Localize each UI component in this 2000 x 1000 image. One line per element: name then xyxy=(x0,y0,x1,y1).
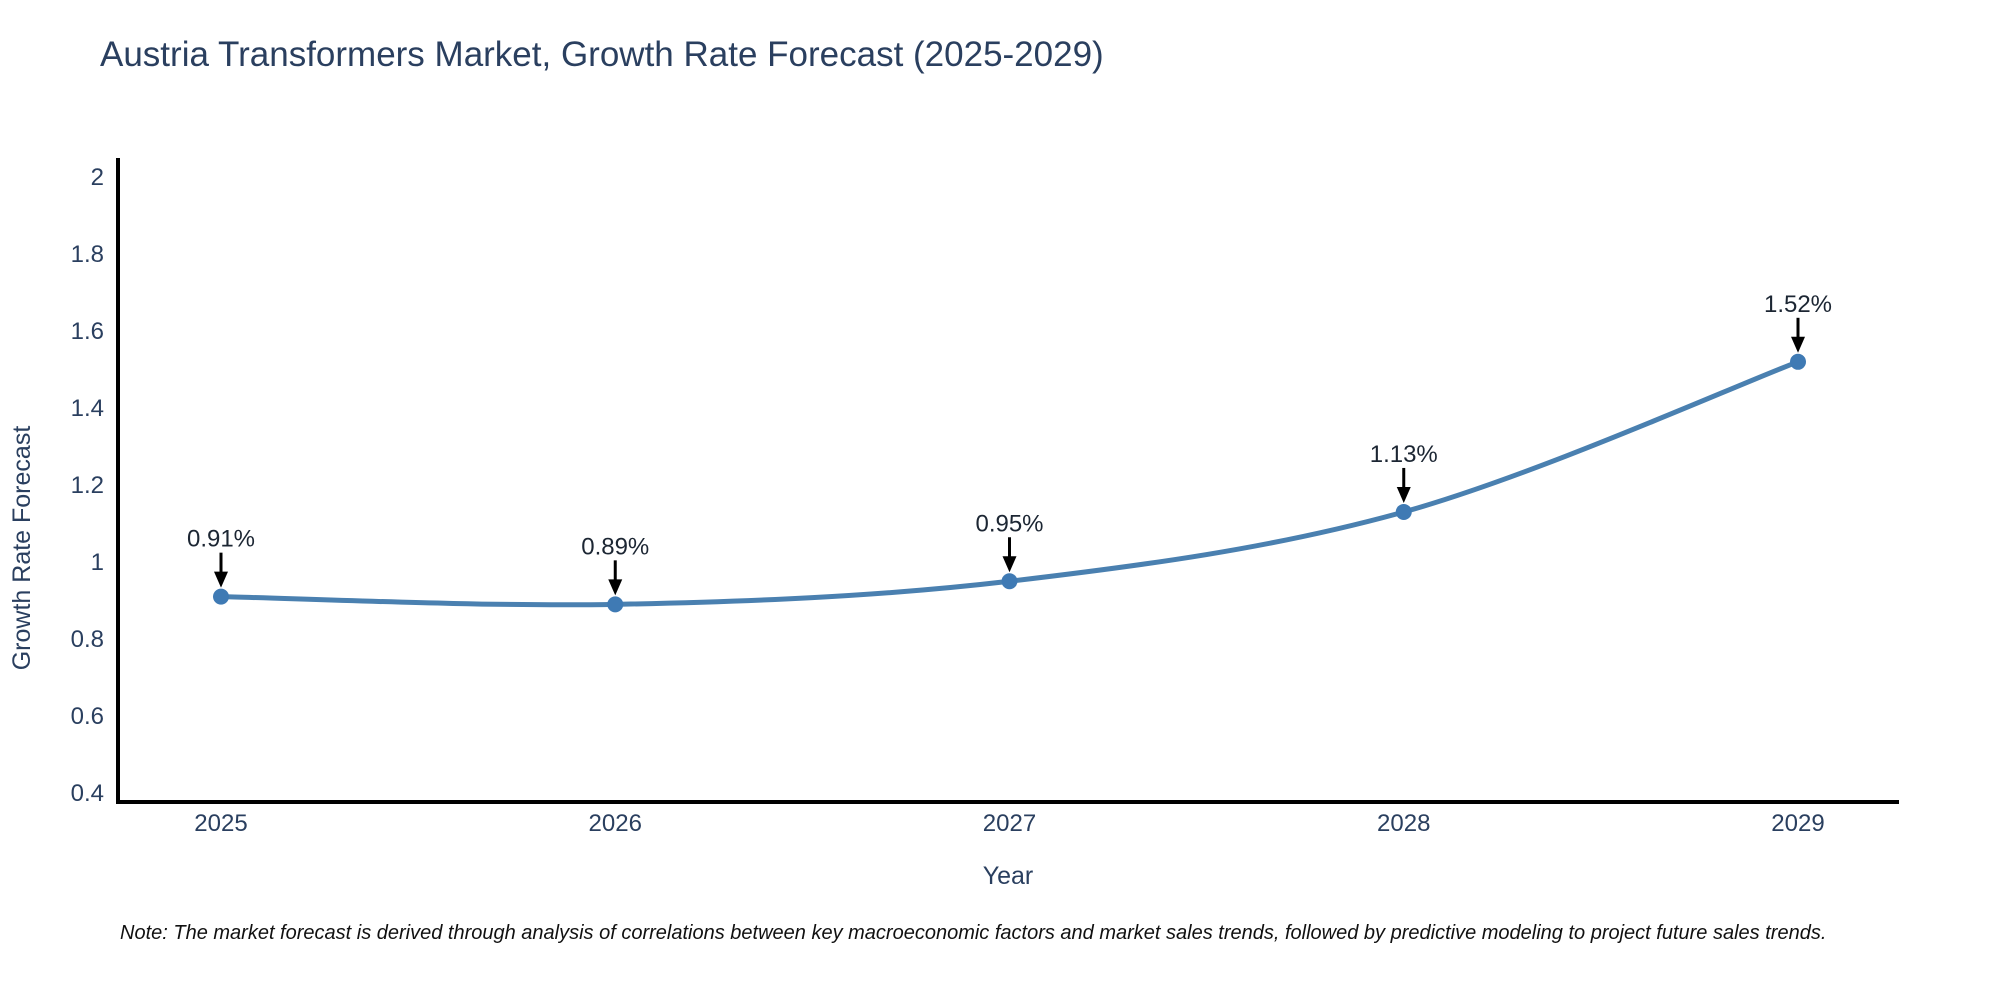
y-tick-label: 1.8 xyxy=(71,241,104,268)
annotation-2026: 0.89% xyxy=(581,533,649,596)
chart-footnote: Note: The market forecast is derived thr… xyxy=(120,922,1826,944)
y-tick-label: 0.6 xyxy=(71,703,104,730)
y-tick-label: 0.8 xyxy=(71,626,104,653)
data-point-2026[interactable] xyxy=(607,596,624,613)
annotation-arrowhead-icon xyxy=(1791,336,1805,353)
annotations-group: 0.91% 0.89% 0.95% 1.13% 1.52% xyxy=(187,291,1832,596)
data-point-2029[interactable] xyxy=(1790,353,1806,370)
annotation-arrowhead-icon xyxy=(608,579,623,596)
annotation-2025: 0.91% xyxy=(187,526,255,588)
y-tick-label: 0.4 xyxy=(71,780,104,807)
annotation-2028: 1.13% xyxy=(1370,441,1438,503)
annotation-2027: 0.95% xyxy=(975,510,1044,573)
y-axis-title: Growth Rate Forecast xyxy=(8,426,36,671)
data-point-2025[interactable] xyxy=(213,588,229,605)
x-tick-label: 2025 xyxy=(194,810,247,837)
annotation-2029: 1.52% xyxy=(1764,291,1832,353)
y-axis-tick-labels: 0.4 0.6 0.8 1 1.2 1.4 1.6 1.8 2 xyxy=(71,164,104,807)
point-value-label: 1.52% xyxy=(1764,291,1832,318)
y-tick-label: 2 xyxy=(91,164,104,191)
axis-lines xyxy=(116,158,1899,804)
y-tick-label: 1.6 xyxy=(71,318,104,345)
data-point-2027[interactable] xyxy=(1001,573,1018,590)
point-value-label: 0.95% xyxy=(975,510,1043,537)
point-value-label: 1.13% xyxy=(1370,441,1438,468)
y-tick-label: 1.4 xyxy=(71,395,104,422)
annotation-arrowhead-icon xyxy=(1002,556,1017,573)
y-tick-label: 1 xyxy=(91,549,104,576)
chart-title: Austria Transformers Market, Growth Rate… xyxy=(100,35,1104,74)
x-tick-label: 2029 xyxy=(1771,810,1824,837)
annotation-arrowhead-icon xyxy=(214,571,228,588)
annotation-arrowhead-icon xyxy=(1396,486,1411,503)
x-tick-label: 2028 xyxy=(1377,810,1430,837)
point-value-label: 0.91% xyxy=(187,526,255,553)
series-group xyxy=(213,353,1806,613)
x-tick-label: 2026 xyxy=(589,810,642,837)
x-axis-tick-labels: 2025 2026 2027 2028 2029 xyxy=(194,810,1824,837)
x-axis-title: Year xyxy=(983,862,1034,890)
x-tick-label: 2027 xyxy=(983,810,1036,837)
data-point-2028[interactable] xyxy=(1395,503,1412,520)
y-tick-label: 1.2 xyxy=(71,472,104,499)
point-value-label: 0.89% xyxy=(581,533,649,560)
